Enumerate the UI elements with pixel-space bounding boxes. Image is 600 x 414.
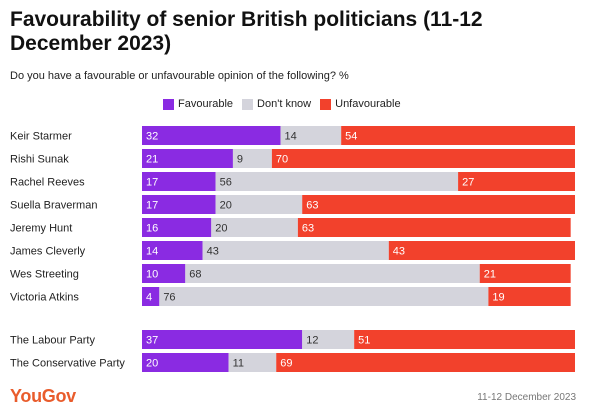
bar-segment-favourable xyxy=(142,330,303,349)
data-label-dont-know: 56 xyxy=(220,177,232,189)
bar-segment-dont-know xyxy=(280,126,342,145)
bar-segment-favourable xyxy=(142,353,229,372)
data-label-unfavourable: 69 xyxy=(280,358,292,370)
bar-segment-unfavourable xyxy=(297,218,571,237)
data-label-unfavourable: 19 xyxy=(492,292,504,304)
bar-segment-unfavourable xyxy=(458,172,575,191)
data-label-favourable: 4 xyxy=(146,292,152,304)
category-label: Wes Streeting xyxy=(10,269,79,281)
data-label-unfavourable: 51 xyxy=(358,335,370,347)
data-label-favourable: 32 xyxy=(146,131,158,143)
data-label-unfavourable: 21 xyxy=(484,269,496,281)
legend-label-unfavourable: Unfavourable xyxy=(335,98,401,110)
bar-segment-favourable xyxy=(142,195,216,214)
category-label: Rachel Reeves xyxy=(10,177,85,189)
data-label-unfavourable: 27 xyxy=(462,177,474,189)
bar-segment-unfavourable xyxy=(341,126,575,145)
bar-segment-favourable xyxy=(142,149,233,168)
data-label-favourable: 10 xyxy=(146,269,158,281)
bar-segment-unfavourable xyxy=(302,195,575,214)
data-label-favourable: 20 xyxy=(146,358,158,370)
data-label-favourable: 14 xyxy=(146,246,158,258)
bar-segment-unfavourable xyxy=(271,149,575,168)
category-label: The Labour Party xyxy=(10,335,95,347)
data-label-favourable: 16 xyxy=(146,223,158,235)
bar-segment-unfavourable xyxy=(388,241,575,260)
footer-date: 11-12 December 2023 xyxy=(477,392,576,403)
bar-segment-favourable xyxy=(142,126,281,145)
bar-segment-favourable xyxy=(142,287,160,306)
bar-segment-dont-know xyxy=(185,264,480,283)
category-label: Rishi Sunak xyxy=(10,154,69,166)
bar-segment-dont-know xyxy=(159,287,489,306)
legend-label-favourable: Favourable xyxy=(178,98,234,110)
data-label-unfavourable: 63 xyxy=(302,223,314,235)
data-label-dont-know: 20 xyxy=(220,200,232,212)
yougov-logo: YouGov xyxy=(10,386,76,406)
legend-item-favourable: Favourable xyxy=(163,98,233,110)
category-label: Victoria Atkins xyxy=(10,292,79,304)
data-label-dont-know: 12 xyxy=(306,335,318,347)
bar-segment-dont-know xyxy=(215,195,303,214)
bar-segment-favourable xyxy=(142,218,212,237)
legend: Favourable Don't know Unfavourable xyxy=(163,98,410,110)
legend-swatch-dont-know xyxy=(242,98,254,110)
bar-segment-favourable xyxy=(142,241,203,260)
bar-segment-dont-know xyxy=(302,330,355,349)
bar-segment-unfavourable xyxy=(354,330,575,349)
category-label: The Conservative Party xyxy=(10,358,125,370)
category-label: James Cleverly xyxy=(10,246,86,258)
chart-subtitle: Do you have a favourable or unfavourable… xyxy=(10,70,349,82)
data-label-unfavourable: 70 xyxy=(276,154,288,166)
data-label-dont-know: 76 xyxy=(163,292,175,304)
bar-segment-favourable xyxy=(142,172,216,191)
page-title: Favourability of senior British politici… xyxy=(10,8,483,55)
data-label-dont-know: 11 xyxy=(233,358,244,370)
bar-segment-favourable xyxy=(142,264,186,283)
data-label-favourable: 17 xyxy=(146,177,158,189)
category-label: Keir Starmer xyxy=(10,131,72,143)
bar-segment-dont-know xyxy=(215,172,459,191)
legend-swatch-favourable xyxy=(163,98,174,110)
legend-item-unfavourable: Unfavourable xyxy=(320,98,401,110)
bar-segment-unfavourable xyxy=(488,287,571,306)
data-label-unfavourable: 63 xyxy=(306,200,318,212)
legend-item-dont-know: Don't know xyxy=(242,98,311,110)
data-label-dont-know: 68 xyxy=(189,269,201,281)
legend-swatch-unfavourable xyxy=(320,98,332,110)
data-label-dont-know: 9 xyxy=(237,154,243,166)
data-label-dont-know: 20 xyxy=(215,223,227,235)
bar-segment-dont-know xyxy=(211,218,298,237)
bar-segment-dont-know xyxy=(202,241,389,260)
data-label-favourable: 17 xyxy=(146,200,158,212)
data-label-dont-know: 43 xyxy=(207,246,219,258)
bar-segment-unfavourable xyxy=(479,264,571,283)
bar-segment-unfavourable xyxy=(276,353,575,372)
category-label: Jeremy Hunt xyxy=(10,223,72,235)
data-label-dont-know: 14 xyxy=(285,131,297,143)
bar-segment-dont-know xyxy=(232,149,272,168)
legend-label-dont-know: Don't know xyxy=(257,98,312,110)
data-label-unfavourable: 54 xyxy=(345,131,357,143)
data-label-favourable: 21 xyxy=(146,154,158,166)
data-label-unfavourable: 43 xyxy=(393,246,405,258)
category-label: Suella Braverman xyxy=(10,200,97,212)
data-label-favourable: 37 xyxy=(146,335,158,347)
bar-segment-dont-know xyxy=(228,353,277,372)
